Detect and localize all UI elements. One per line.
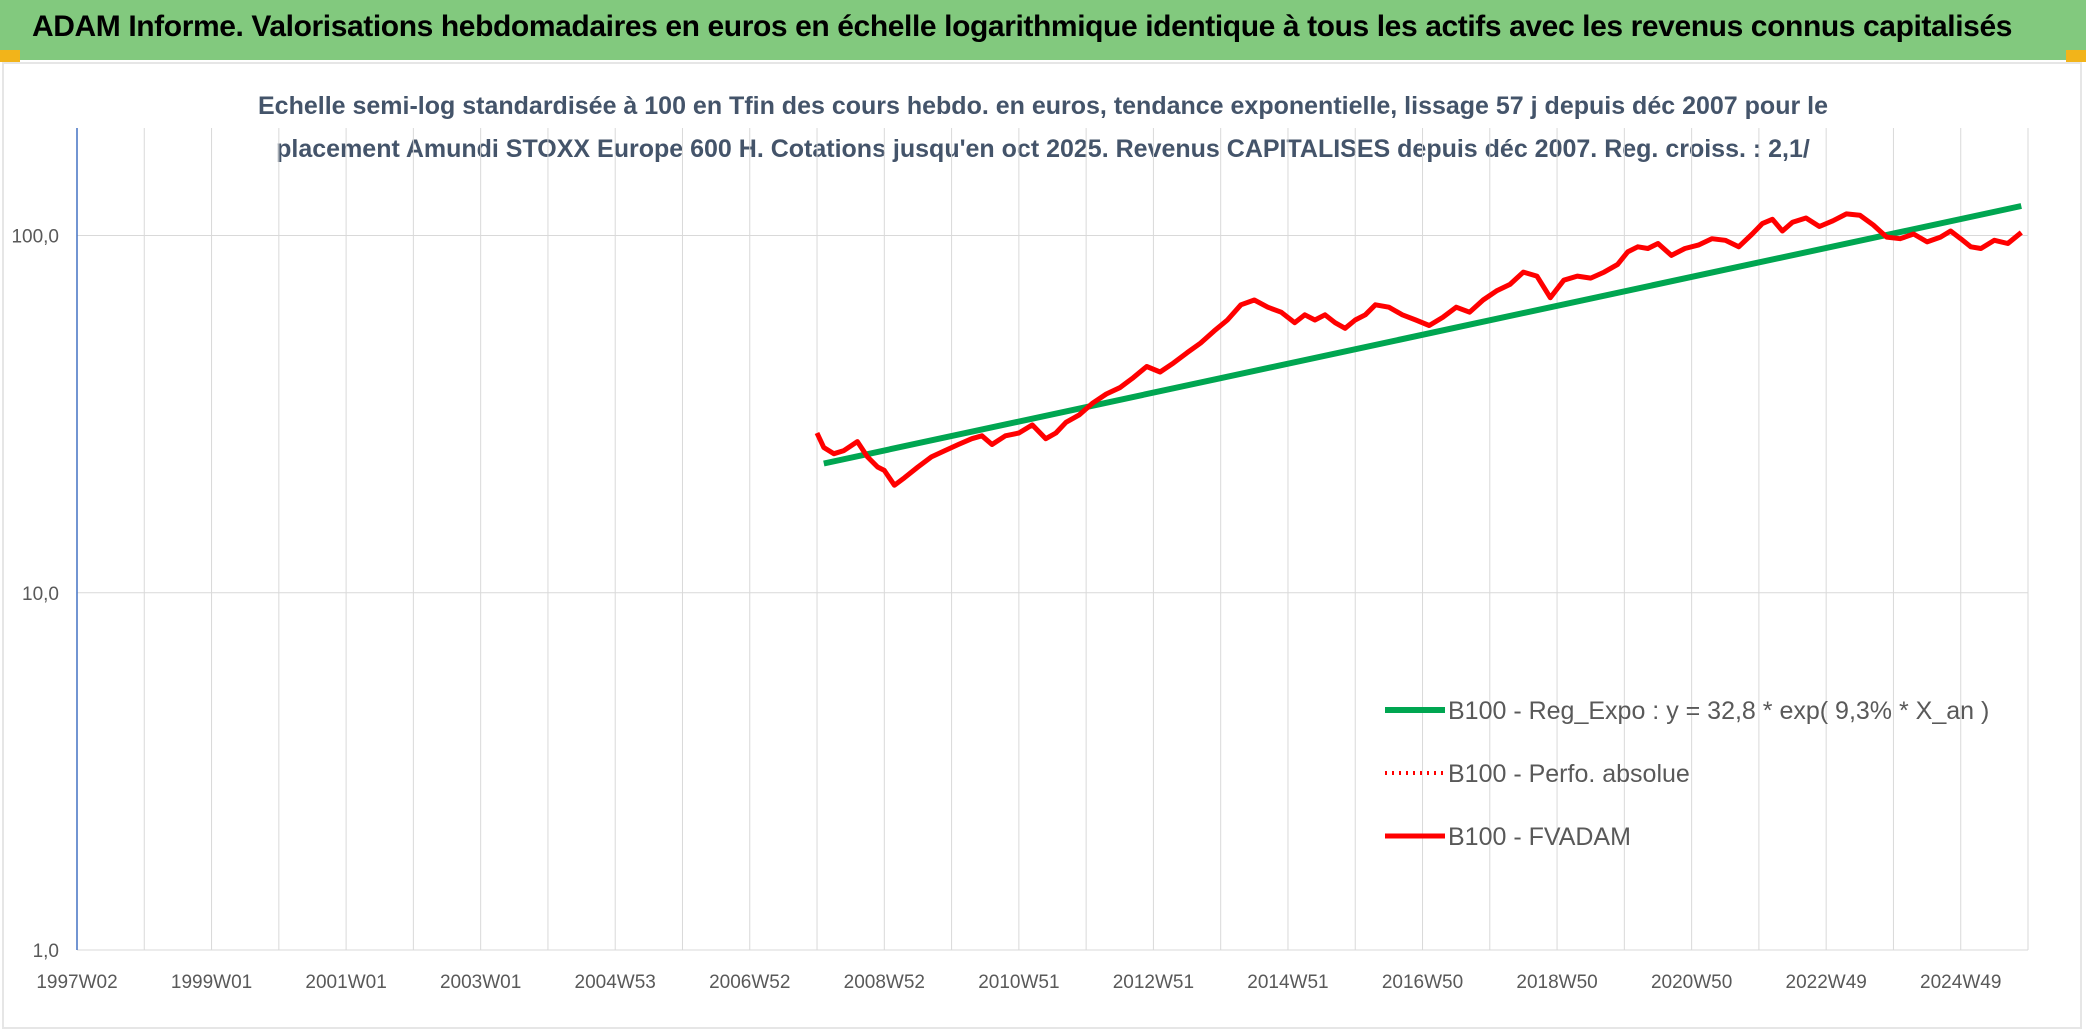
y-tick-label: 100,0 (11, 227, 59, 248)
title-banner: ADAM Informe. Valorisations hebdomadaire… (0, 0, 2086, 60)
x-tick-label: 2014W51 (1247, 972, 1328, 993)
x-tick-label: 2012W51 (1113, 972, 1194, 993)
legend-label: B100 - FVADAM (1448, 823, 1631, 851)
axes: 100,0 10,0 1,0 1997W02 1999W01 2001W01 2003W01… (11, 128, 2001, 993)
x-tick-label: 2006W52 (709, 972, 790, 993)
x-tick-label: 1999W01 (171, 972, 252, 993)
x-tick-label: 2024W49 (1920, 972, 2001, 993)
chart-subtitle-line-1: Echelle semi-log standardisée à 100 en T… (258, 92, 1828, 120)
legend: B100 - Reg_Expo : y = 32,8 * exp( 9,3% *… (1385, 697, 1989, 851)
x-tick-label: 2016W50 (1382, 972, 1463, 993)
legend-label: B100 - Reg_Expo : y = 32,8 * exp( 9,3% *… (1448, 697, 1989, 725)
grid (77, 128, 2029, 951)
x-tick-label: 2020W50 (1651, 972, 1732, 993)
x-tick-label: 2010W51 (978, 972, 1059, 993)
chart-subtitle-line-2: placement Amundi STOXX Europe 600 H. Cot… (276, 135, 1810, 163)
series-line-fvadam (814, 211, 2023, 488)
chart-frame (2, 62, 2082, 1029)
corner-mark-right (2066, 50, 2086, 62)
page-title: ADAM Informe. Valorisations hebdomadaire… (32, 10, 2013, 43)
x-tick-label: 2008W52 (844, 972, 925, 993)
chart-subtitle: Echelle semi-log standardisée à 100 en T… (258, 92, 1828, 163)
x-tick-label: 2003W01 (440, 972, 521, 993)
x-tick-label: 2001W01 (305, 972, 386, 993)
legend-label: B100 - Perfo. absolue (1448, 760, 1690, 788)
y-tick-label: 1,0 (33, 941, 59, 962)
x-tick-label: 2022W49 (1786, 972, 1867, 993)
x-tick-label: 2004W53 (575, 972, 656, 993)
corner-mark-left (0, 50, 20, 62)
y-tick-label: 10,0 (22, 584, 59, 605)
x-tick-label: 1997W02 (36, 972, 117, 993)
x-tick-label: 2018W50 (1516, 972, 1597, 993)
series-layer (814, 203, 2023, 488)
trend-line (823, 203, 2022, 467)
